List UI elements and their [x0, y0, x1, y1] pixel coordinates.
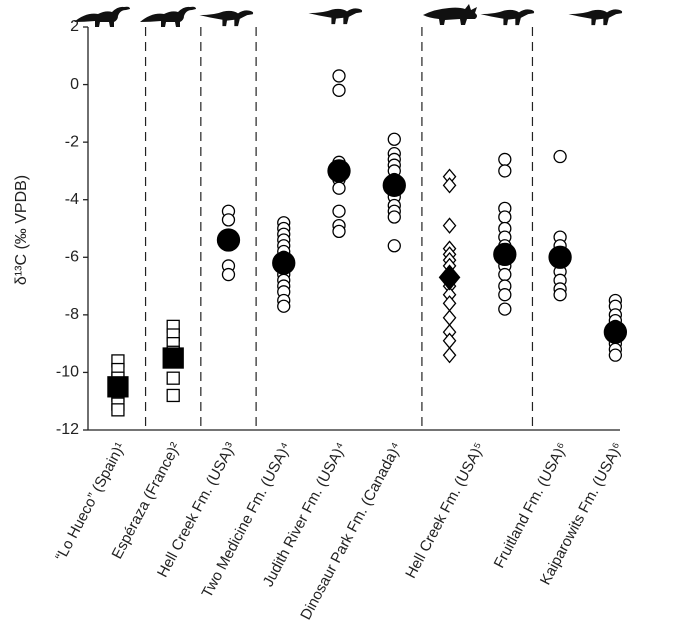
point — [332, 181, 346, 195]
y-tick-label: -6 — [65, 249, 79, 266]
point — [442, 217, 457, 234]
point — [277, 299, 291, 313]
point — [387, 239, 401, 253]
point — [498, 288, 512, 302]
mean-point — [162, 347, 184, 369]
y-tick-label: 0 — [70, 76, 79, 93]
point — [221, 267, 236, 282]
point — [166, 388, 180, 403]
mean-point — [107, 376, 129, 398]
point — [111, 403, 125, 417]
point — [498, 164, 512, 178]
mean-point — [603, 320, 628, 344]
point — [332, 69, 346, 83]
y-tick-label: -4 — [65, 191, 79, 208]
y-tick-label: -10 — [56, 364, 79, 381]
point — [498, 210, 512, 224]
point — [608, 348, 623, 362]
mean-point — [382, 173, 406, 197]
point — [332, 224, 346, 239]
mean-point — [216, 228, 241, 252]
mean-point — [438, 264, 461, 291]
point — [387, 132, 401, 146]
y-axis-title: δ¹³C (‰ VPDB) — [13, 175, 30, 285]
point — [498, 302, 512, 316]
point — [498, 152, 512, 167]
y-tick-label: -12 — [56, 421, 79, 438]
point — [442, 295, 457, 312]
x-tick-label: Hell Creek Fm. (USA)⁵ — [402, 440, 488, 582]
point — [221, 213, 236, 227]
mean-point — [548, 245, 572, 269]
point — [442, 309, 457, 326]
point — [498, 267, 512, 282]
point — [332, 204, 346, 218]
mean-point — [493, 242, 517, 267]
x-tick-label: Dinosaur Park Fm. (Canada)⁴ — [297, 440, 405, 623]
point — [553, 288, 567, 302]
y-tick-label: -8 — [65, 306, 79, 323]
point — [442, 332, 457, 349]
y-tick-label: -2 — [65, 133, 79, 150]
silhouettes — [74, 4, 623, 27]
point — [166, 371, 180, 385]
point — [442, 346, 457, 364]
mean-point — [272, 251, 296, 275]
point — [332, 83, 346, 97]
y-tick-label: 2 — [70, 18, 79, 35]
mean-point — [327, 159, 351, 183]
point — [442, 177, 457, 194]
point — [387, 210, 401, 224]
point — [553, 149, 567, 164]
